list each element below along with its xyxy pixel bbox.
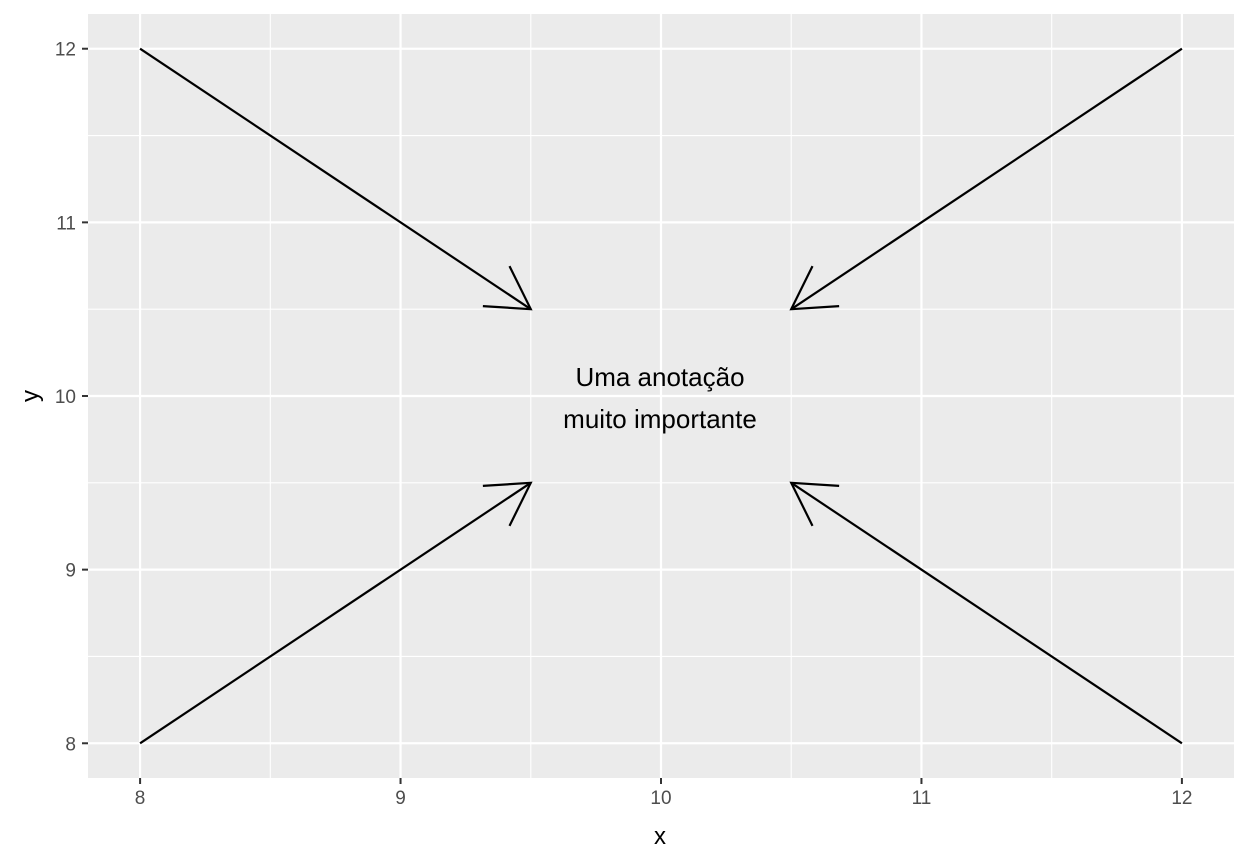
y-axis: 8 9 10 11 12 (55, 40, 88, 755)
x-tick-label: 10 (650, 788, 671, 809)
annotation-line-2: muito importante (563, 404, 757, 434)
annotation-line-1: Uma anotação (575, 362, 744, 392)
arrow-head (789, 481, 840, 527)
arrow-head (789, 265, 840, 311)
arrow-shaft (790, 481, 1183, 745)
arrow-shaft (139, 47, 532, 311)
x-axis-title: x (654, 823, 666, 850)
arrows (139, 47, 1183, 745)
y-tick-label: 10 (55, 387, 76, 408)
arrow-shaft (790, 47, 1183, 311)
arrow-head (482, 265, 533, 311)
y-tick-label: 8 (65, 734, 76, 755)
y-tick-label: 11 (56, 213, 76, 234)
y-tick-label: 12 (55, 40, 76, 61)
x-axis: 8 9 10 11 12 (135, 778, 1192, 809)
x-tick-label: 11 (912, 788, 932, 809)
arrow-shaft (139, 481, 532, 745)
arrow-head (482, 481, 533, 527)
x-tick-label: 8 (135, 788, 146, 809)
y-tick-label: 9 (65, 561, 76, 582)
major-gridlines (88, 14, 1234, 778)
x-tick-label: 9 (395, 788, 406, 809)
x-tick-label: 12 (1171, 788, 1192, 809)
y-axis-title: y (17, 390, 44, 402)
